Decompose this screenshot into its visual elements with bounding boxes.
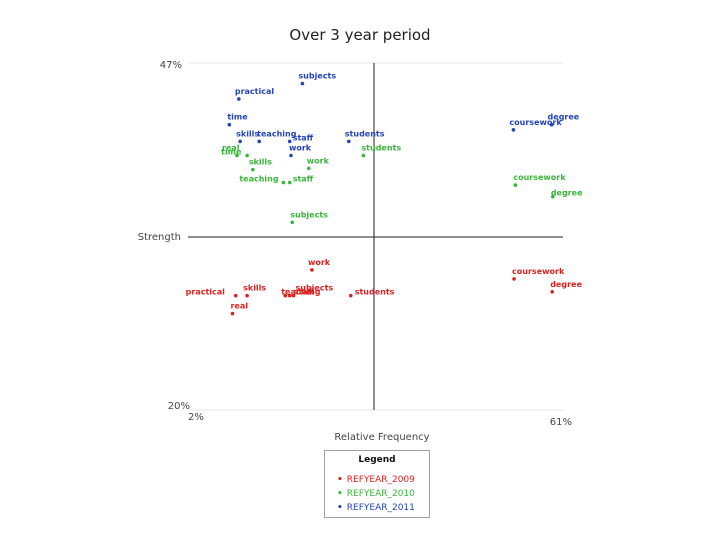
point-label-refyear_2010-students: students — [361, 144, 401, 153]
point-label-refyear_2010-subjects: subjects — [290, 210, 328, 219]
point-refyear_2009-students — [348, 293, 353, 298]
point-label-refyear_2009-work: work — [308, 258, 331, 267]
legend-label: REFYEAR_2009 — [346, 475, 415, 485]
point-label-refyear_2011-students: students — [345, 129, 385, 138]
point-label-refyear_2011-time: time — [227, 113, 248, 122]
x-axis-title: Relative Frequency — [334, 432, 429, 443]
point-label-refyear_2009-coursework: coursework — [512, 267, 565, 276]
point-refyear_2009-work — [310, 268, 314, 272]
point-label-refyear_2010-work: work — [307, 156, 330, 165]
point-label-refyear_2009-staff: staff — [294, 288, 315, 297]
point-label-refyear_2010-time: time — [221, 148, 242, 157]
point-refyear_2010-coursework — [513, 183, 518, 187]
point-label-refyear_2010-real: real — [222, 144, 240, 153]
legend: Legend • REFYEAR_2009 • REFYEAR_2010 • REFY… — [324, 450, 430, 518]
point-refyear_2011-degree — [549, 122, 554, 127]
legend-item-2009: • REFYEAR_2009 — [337, 475, 415, 485]
point-refyear_2011-subjects — [300, 81, 305, 86]
point-refyear_2009-practical — [233, 293, 238, 298]
legend-title: Legend — [358, 455, 396, 465]
point-refyear_2010-skills — [251, 167, 255, 172]
point-refyear_2010-students — [361, 153, 366, 158]
point-refyear_2011-skills — [238, 139, 242, 144]
point-label-refyear_2010-teaching: teaching — [239, 175, 279, 184]
point-refyear_2011-students — [347, 139, 351, 144]
point-refyear_2009-staff — [287, 293, 292, 298]
legend-item-2010: • REFYEAR_2010 — [337, 489, 415, 499]
x-max-tick-label: 61% — [550, 417, 572, 428]
y-min-tick-label: 20% — [168, 401, 190, 412]
point-label-refyear_2011-work: work — [289, 144, 312, 153]
point-label-refyear_2010-degree: degree — [551, 189, 583, 198]
y-max-tick-label: 47% — [160, 60, 182, 71]
point-refyear_2011-work — [289, 153, 293, 158]
point-refyear_2011-staff — [287, 139, 292, 144]
point-refyear_2009-skills — [245, 293, 249, 298]
point-refyear_2011-teaching — [257, 139, 261, 144]
legend-label: REFYEAR_2010 — [346, 489, 415, 499]
point-refyear_2009-teaching — [283, 293, 288, 298]
grid-layer — [188, 62, 563, 411]
point-refyear_2010-time — [245, 153, 249, 158]
point-label-refyear_2010-skills: skills — [249, 158, 272, 167]
legend-dot-icon: • — [337, 475, 343, 485]
point-label-refyear_2011-practical: practical — [235, 87, 275, 96]
point-label-refyear_2011-subjects: subjects — [298, 72, 336, 81]
legend-dot-icon: • — [337, 503, 343, 513]
point-label-refyear_2011-skills: skills — [236, 129, 259, 138]
point-label-refyear_2011-staff: staff — [293, 133, 314, 142]
point-refyear_2010-teaching — [281, 180, 286, 185]
point-label-refyear_2011-coursework: coursework — [509, 118, 562, 127]
legend-dot-icon: • — [337, 489, 343, 499]
legend-item-2011: • REFYEAR_2011 — [337, 503, 415, 513]
legend-label: REFYEAR_2011 — [346, 503, 415, 513]
point-label-refyear_2009-real: real — [230, 302, 248, 311]
point-label-refyear_2009-subjects: subjects — [296, 284, 334, 293]
point-refyear_2010-work — [306, 166, 311, 171]
point-label-refyear_2009-degree: degree — [550, 280, 582, 289]
point-label-refyear_2011-teaching: teaching — [257, 129, 297, 138]
point-label-refyear_2009-skills: skills — [243, 284, 266, 293]
point-refyear_2010-subjects — [290, 220, 295, 225]
point-label-refyear_2010-coursework: coursework — [513, 173, 566, 182]
point-refyear_2011-practical — [237, 97, 241, 101]
point-refyear_2010-real — [235, 153, 239, 158]
x-min-tick-label: 2% — [188, 412, 204, 423]
point-label-refyear_2011-degree: degree — [548, 113, 580, 122]
point-refyear_2010-degree — [551, 194, 555, 199]
point-refyear_2010-staff — [287, 180, 292, 185]
slide-title: Over 3 year period — [289, 26, 431, 44]
y-axis-title: Strength — [138, 232, 181, 243]
point-refyear_2011-time — [227, 122, 232, 127]
point-refyear_2009-real — [230, 311, 235, 316]
point-refyear_2009-coursework — [512, 277, 516, 281]
point-refyear_2009-subjects — [291, 293, 296, 298]
point-label-refyear_2009-students: students — [355, 288, 395, 297]
point-label-refyear_2010-staff: staff — [293, 175, 314, 184]
point-label-refyear_2009-teaching: teaching — [281, 288, 321, 297]
point-refyear_2011-coursework — [511, 128, 516, 132]
point-refyear_2009-degree — [550, 289, 554, 294]
point-label-refyear_2009-practical: practical — [186, 288, 226, 297]
